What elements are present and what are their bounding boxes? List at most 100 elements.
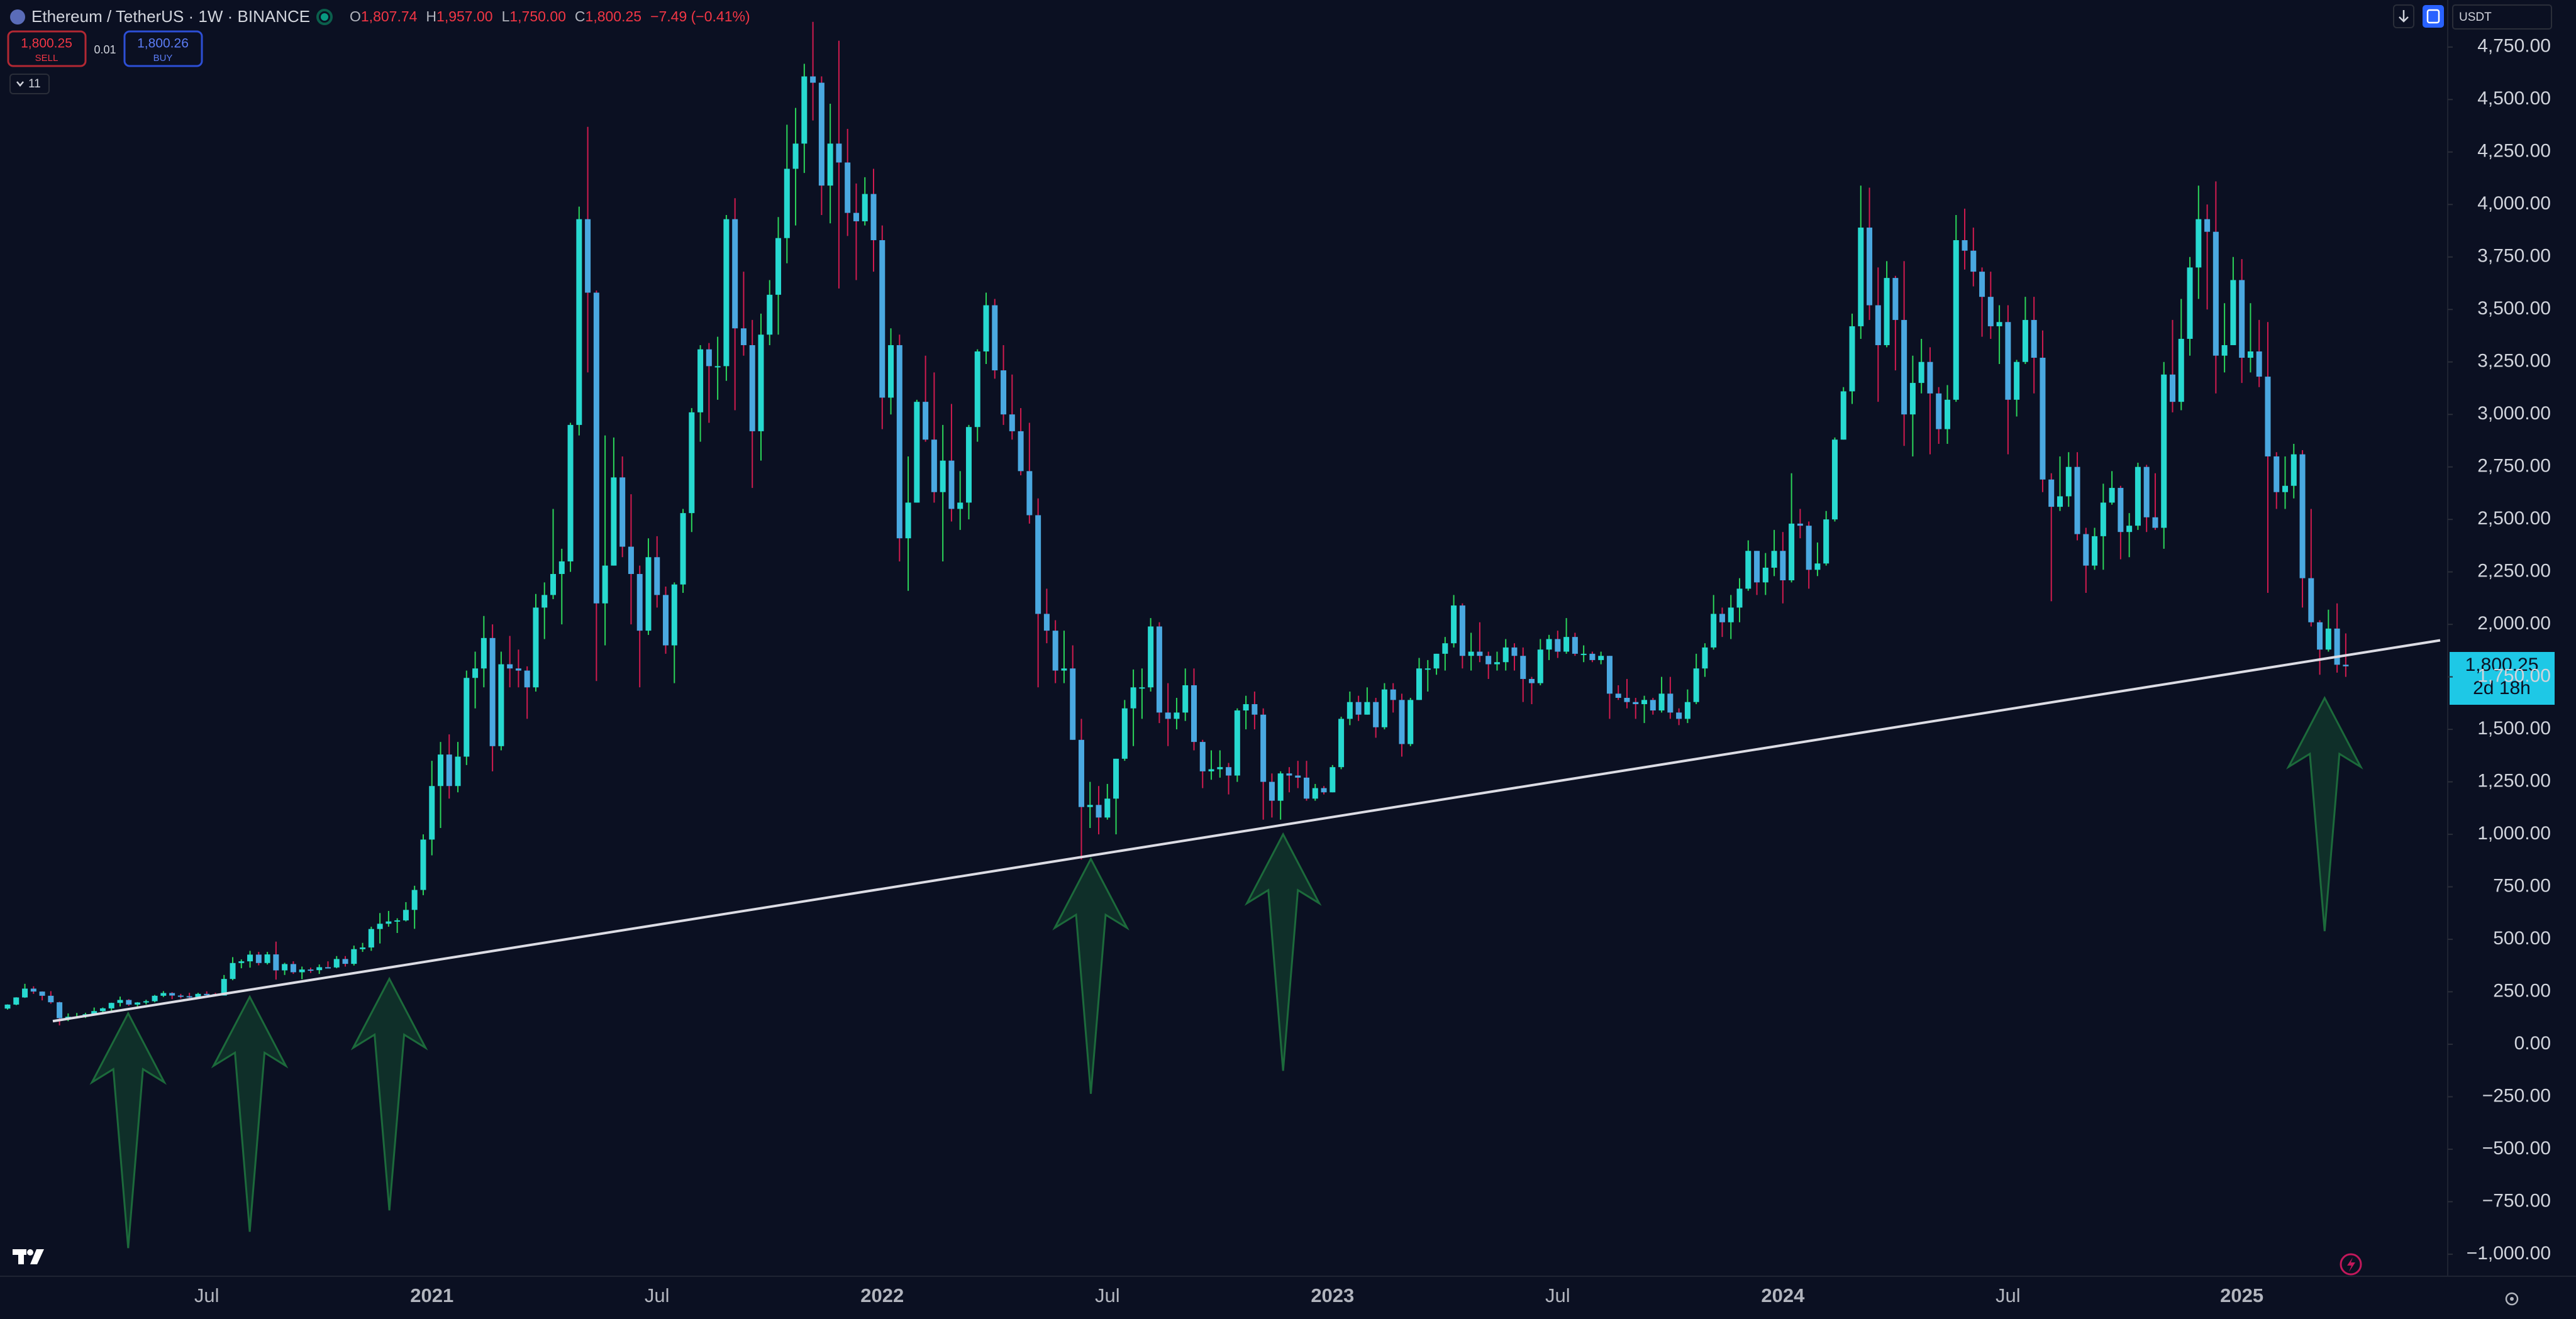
settings-button[interactable]	[2505, 1292, 2519, 1306]
indicators-toggle-frame[interactable]	[9, 74, 50, 94]
candle-body	[333, 959, 340, 968]
candle-body	[714, 366, 721, 368]
candle-body	[1831, 439, 1838, 520]
tradingview-logo[interactable]	[13, 1249, 44, 1264]
buy-price: 1,800.26	[137, 36, 189, 51]
sell-button[interactable]: 1,800.25 SELL	[7, 30, 87, 67]
candle-body	[2022, 319, 2028, 362]
candle-body	[489, 637, 496, 746]
candle-body	[1537, 649, 1543, 683]
candle-body	[1927, 361, 1933, 394]
candle-body	[862, 194, 868, 221]
candle-body	[117, 1000, 123, 1003]
ohlc-label: H	[426, 8, 436, 25]
x-tick-label: Jul	[194, 1284, 219, 1306]
currency-select[interactable]	[2452, 4, 2552, 30]
buy-button[interactable]: 1,800.26 BUY	[123, 30, 203, 67]
candle-body	[1806, 526, 1812, 570]
candle-body	[1330, 767, 1336, 793]
candle-body	[965, 427, 972, 503]
candle-body	[1996, 322, 2002, 326]
candle-body	[628, 546, 634, 574]
alert-button[interactable]	[2340, 1253, 2362, 1276]
candle-body	[394, 920, 401, 922]
candle-body	[1693, 668, 1699, 702]
candle-body	[13, 997, 19, 1005]
candle-body	[896, 345, 902, 539]
candle-body	[2239, 280, 2245, 358]
candle-body	[1364, 702, 1370, 715]
y-tick-label: 3,500.00	[2477, 298, 2551, 319]
candle-body	[1061, 668, 1067, 671]
y-tick-label: −500.00	[2482, 1138, 2551, 1159]
candle-body	[160, 993, 167, 996]
candle-body	[1087, 805, 1093, 807]
candle-body	[1589, 653, 1596, 660]
candle-body	[2152, 517, 2158, 528]
last-price: 1,800.25	[2465, 654, 2539, 675]
sell-button-frame[interactable]	[7, 30, 87, 67]
candle-body	[2065, 466, 2072, 497]
y-tick-label: −1,000.00	[2467, 1243, 2551, 1264]
candle-body	[1226, 767, 1232, 776]
candle-body	[1130, 687, 1136, 709]
candle-body	[1182, 685, 1189, 713]
candle-body	[1745, 551, 1752, 589]
candle-body	[1650, 700, 1656, 711]
candle-body	[135, 1002, 141, 1005]
candle-body	[57, 1002, 63, 1018]
indicators-toggle[interactable]: 11	[9, 74, 50, 94]
candle-body	[914, 402, 920, 503]
x-tick-label: Jul	[1996, 1284, 2021, 1306]
candle-body	[238, 961, 245, 963]
candle-body	[30, 988, 36, 992]
candle-body	[2092, 536, 2098, 566]
y-tick-label: 2,250.00	[2477, 561, 2551, 582]
candle-body	[1858, 227, 1864, 326]
x-tick-label: 2024	[1761, 1284, 1805, 1306]
candle-body	[420, 839, 426, 890]
market-status-dot	[321, 13, 328, 21]
alert-icon	[2347, 1257, 2355, 1272]
trend-line	[52, 639, 2441, 1023]
y-tick-label: 1,250.00	[2477, 771, 2551, 792]
candle-body	[368, 929, 374, 948]
arrow	[1052, 856, 1130, 1094]
candle-body	[342, 959, 348, 964]
candle-body	[1373, 702, 1379, 727]
candle-body	[1979, 272, 1985, 297]
candle-body	[1199, 742, 1206, 771]
candle-body	[818, 82, 824, 186]
candle-body	[2161, 374, 2167, 528]
candle-body	[533, 607, 539, 688]
candle-body	[2325, 628, 2331, 650]
y-tick-label: 2,500.00	[2477, 508, 2551, 529]
candle-body	[1277, 773, 1284, 801]
candle-body	[2014, 361, 2020, 400]
x-tick-label: Jul	[1095, 1284, 1120, 1306]
buy-button-frame[interactable]	[123, 30, 203, 67]
x-tick-label: 2025	[2220, 1284, 2263, 1306]
candle-body	[2126, 526, 2133, 533]
screenshot-button[interactable]	[2423, 5, 2444, 28]
y-tick-label: 1,000.00	[2477, 823, 2551, 844]
candle-body	[143, 1001, 149, 1003]
x-tick-label: Jul	[1545, 1284, 1570, 1306]
candle-body	[758, 334, 764, 431]
price-change: −7.49 (−0.41%)	[650, 8, 750, 25]
y-tick-label: 2,000.00	[2477, 613, 2551, 634]
candle-body	[1771, 551, 1777, 568]
candle-body	[1789, 523, 1795, 581]
y-tick-label: 4,500.00	[2477, 88, 2551, 109]
candle-body	[455, 756, 461, 786]
candle-body	[1953, 240, 1959, 400]
candle-body	[1572, 637, 1578, 654]
candle-body	[402, 910, 409, 920]
candle-body	[515, 668, 521, 671]
candle-body	[1174, 712, 1180, 719]
candle-body	[411, 890, 418, 910]
market-status[interactable]	[316, 9, 333, 25]
candle-body	[1658, 693, 1665, 711]
candle-body	[1096, 805, 1102, 818]
